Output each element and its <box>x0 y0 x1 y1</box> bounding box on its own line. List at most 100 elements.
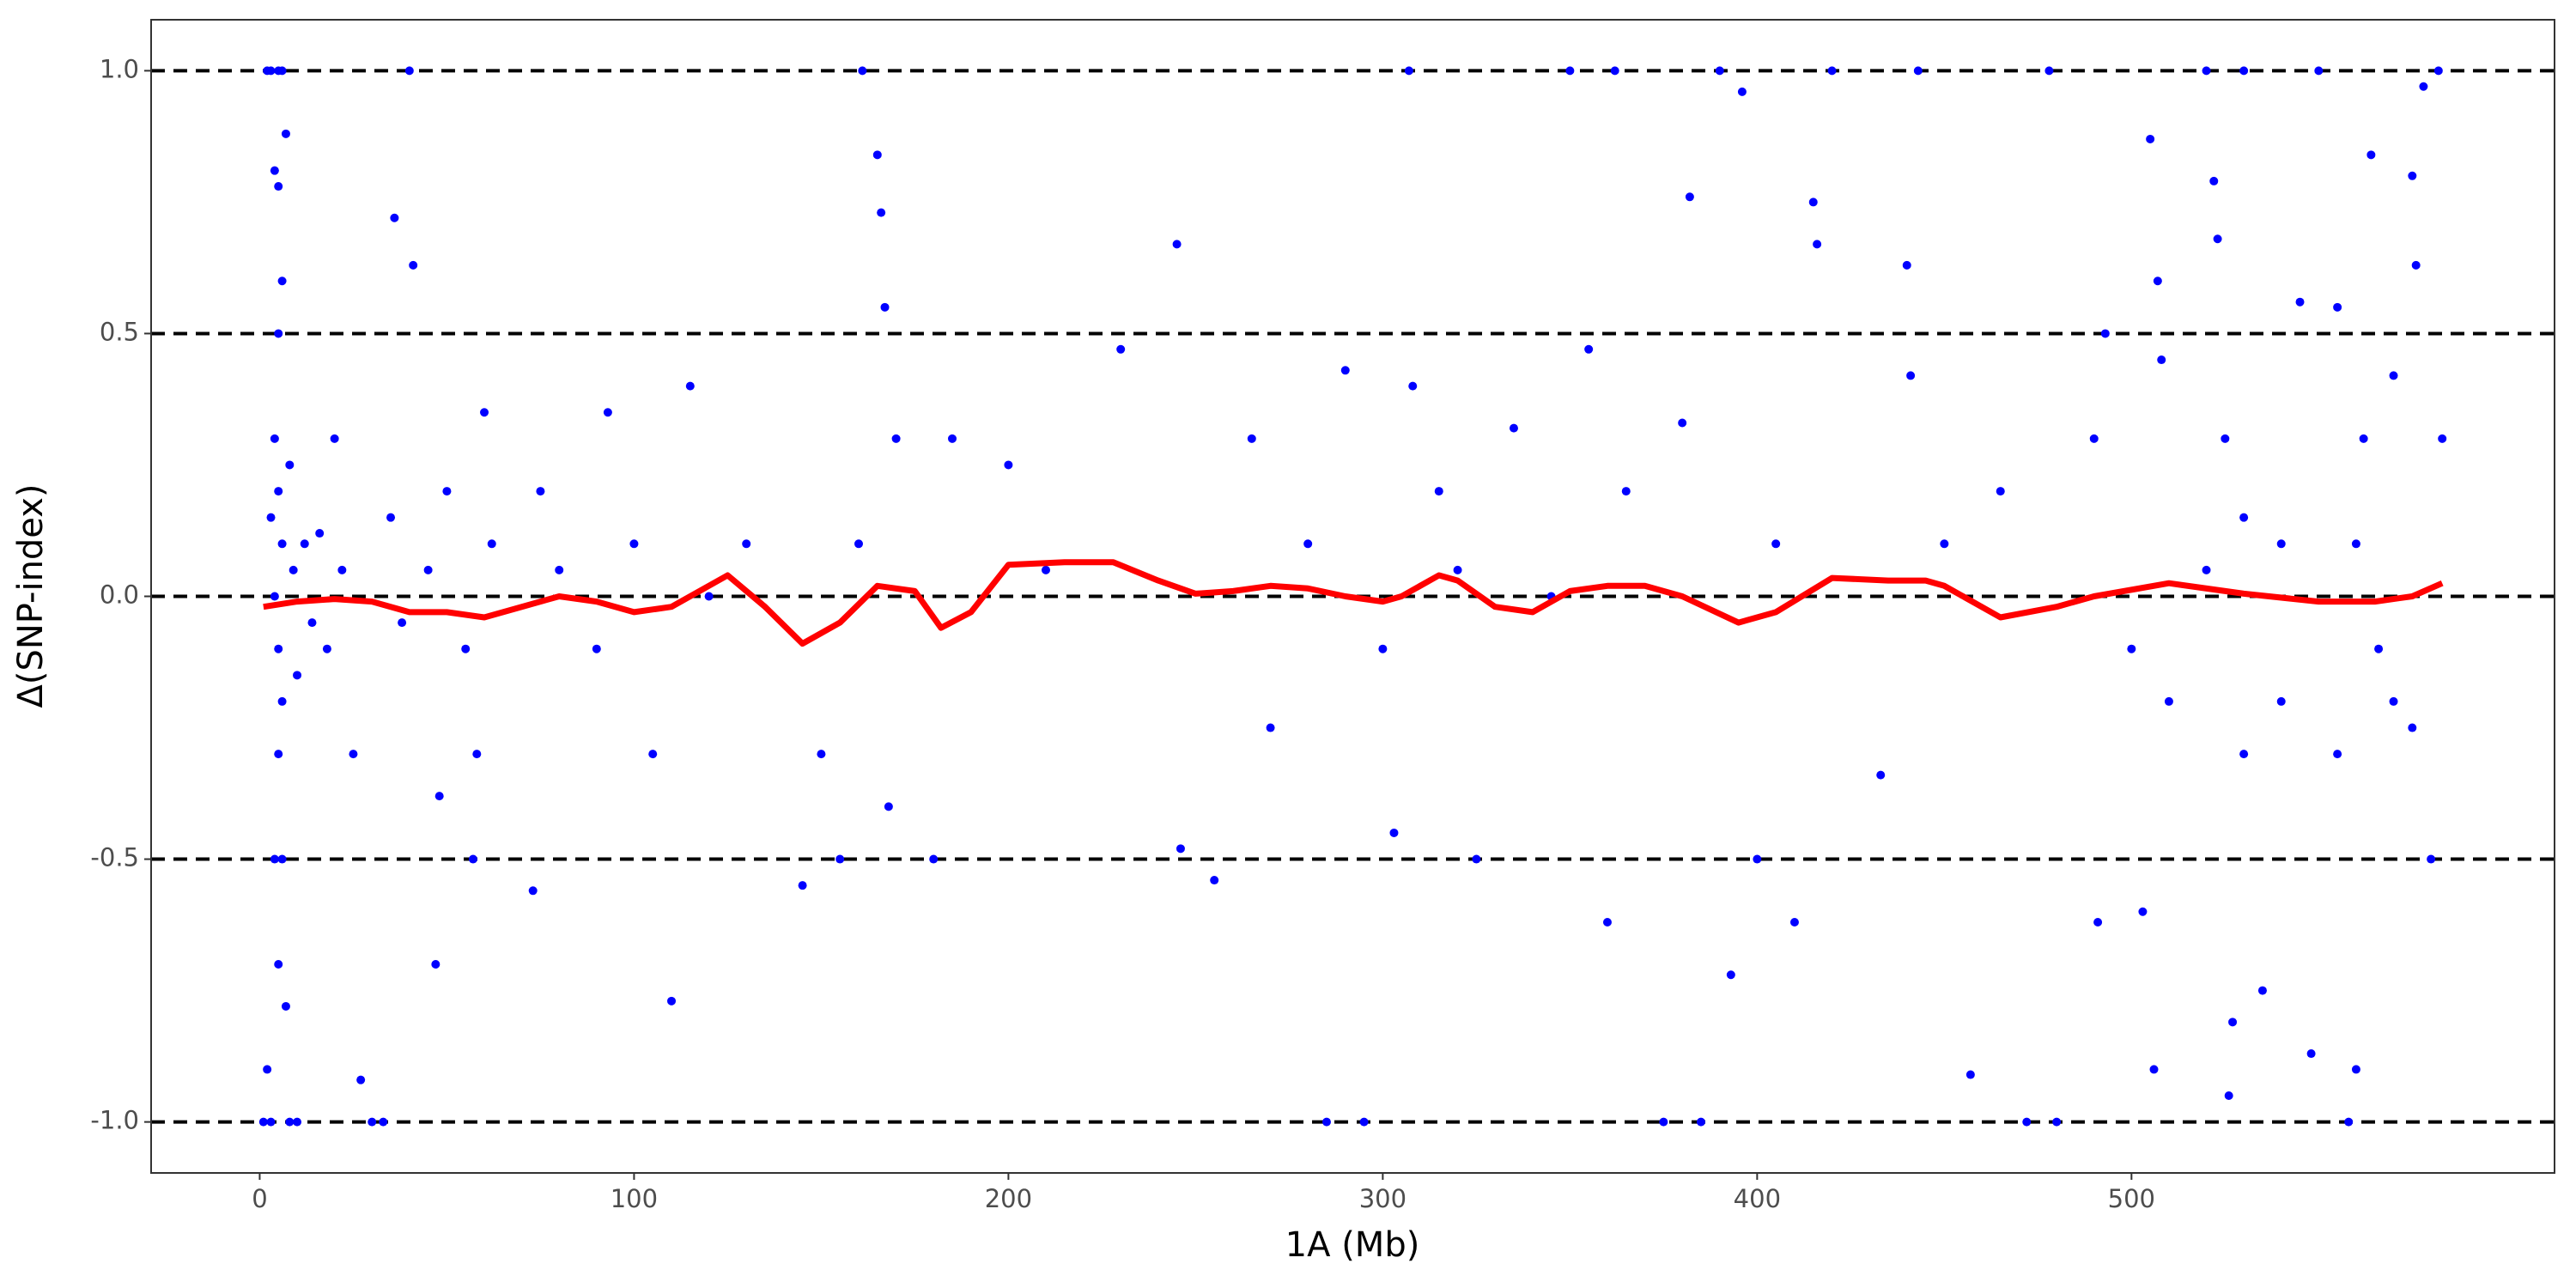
data-point <box>1610 66 1619 76</box>
data-point <box>1404 66 1413 76</box>
data-point <box>877 208 886 217</box>
data-point <box>289 565 298 574</box>
data-point <box>2138 907 2148 916</box>
data-point <box>2359 434 2368 443</box>
data-point <box>2344 1117 2354 1127</box>
data-point <box>2213 234 2222 244</box>
data-point <box>487 539 496 549</box>
data-point <box>817 750 826 759</box>
axes: -1.0 -0.5 0.0 0.5 1.0 0 100 200 300 400 500 <box>90 54 2155 1213</box>
data-point <box>1172 240 1182 249</box>
y-tick-label: -0.5 <box>90 843 139 872</box>
data-point <box>274 329 283 338</box>
data-point <box>2052 1117 2062 1127</box>
data-point <box>891 434 901 443</box>
data-point <box>274 959 283 969</box>
data-point <box>285 1117 295 1127</box>
data-point <box>2411 260 2421 270</box>
data-point <box>1808 197 1818 207</box>
data-point <box>2314 66 2324 76</box>
x-tick-label: 0 <box>252 1184 267 1213</box>
data-point <box>2419 82 2428 91</box>
y-tick-label: 0.5 <box>100 317 139 346</box>
x-tick-label: 300 <box>1359 1184 1406 1213</box>
data-point <box>528 886 538 896</box>
data-point <box>2127 644 2136 653</box>
data-point <box>270 434 279 443</box>
data-point <box>1789 918 1799 927</box>
data-point <box>2333 302 2342 312</box>
data-point <box>1378 644 1388 653</box>
data-point <box>2239 66 2249 76</box>
data-point <box>274 644 283 653</box>
data-point <box>704 592 714 601</box>
data-point <box>2164 696 2173 706</box>
data-point <box>1827 66 1837 76</box>
data-point <box>536 487 545 496</box>
data-point <box>1176 844 1185 854</box>
data-point <box>2276 696 2286 706</box>
data-point <box>337 565 347 574</box>
data-point <box>1210 876 1219 885</box>
data-point <box>315 529 325 538</box>
data-point <box>281 129 290 138</box>
data-point <box>258 1117 268 1127</box>
data-point <box>2351 1065 2360 1074</box>
data-point <box>277 854 287 864</box>
data-point <box>263 1065 272 1074</box>
data-point <box>442 487 452 496</box>
data-point <box>274 750 283 759</box>
data-point <box>1434 487 1443 496</box>
data-point <box>1453 565 1462 574</box>
trend-line <box>263 559 2444 647</box>
data-point <box>409 260 418 270</box>
data-point <box>1602 918 1612 927</box>
data-point <box>858 66 867 76</box>
data-point <box>2157 355 2166 365</box>
data-point <box>2044 66 2054 76</box>
data-point <box>1584 344 1594 354</box>
data-point <box>390 213 399 222</box>
data-point <box>1659 1117 1668 1127</box>
data-point <box>2408 171 2417 180</box>
data-point <box>1940 539 1949 549</box>
data-point <box>266 513 276 522</box>
x-tick-label: 100 <box>611 1184 658 1213</box>
data-point <box>274 487 283 496</box>
data-point <box>1004 460 1013 470</box>
x-tick-label: 500 <box>2108 1184 2155 1213</box>
data-point <box>648 750 658 759</box>
data-point <box>2408 723 2417 732</box>
data-point <box>1340 366 1350 375</box>
data-point <box>349 750 358 759</box>
data-point <box>277 696 287 706</box>
data-point <box>1902 260 1911 270</box>
data-point <box>2149 1065 2159 1074</box>
data-point <box>293 1117 302 1127</box>
data-point <box>1678 418 1687 428</box>
data-point <box>277 276 287 286</box>
data-point <box>2100 329 2110 338</box>
data-point <box>2306 1049 2316 1059</box>
data-point <box>1696 1117 1705 1127</box>
data-point <box>603 408 612 417</box>
data-point <box>281 1001 290 1011</box>
data-point <box>2438 434 2447 443</box>
data-point <box>1737 87 1747 96</box>
data-point <box>1389 828 1399 837</box>
data-point <box>270 854 279 864</box>
data-point <box>2146 134 2155 143</box>
data-point <box>2366 150 2376 160</box>
data-point <box>685 381 695 391</box>
y-axis-title: Δ(SNP-index) <box>11 484 51 708</box>
data-point <box>1813 240 1822 249</box>
data-point <box>1303 539 1313 549</box>
data-point <box>929 854 939 864</box>
data-point <box>1621 487 1631 496</box>
data-point <box>270 166 279 175</box>
data-point <box>2389 371 2398 380</box>
data-point <box>2239 750 2249 759</box>
data-point <box>1565 66 1575 76</box>
data-point <box>2153 276 2162 286</box>
